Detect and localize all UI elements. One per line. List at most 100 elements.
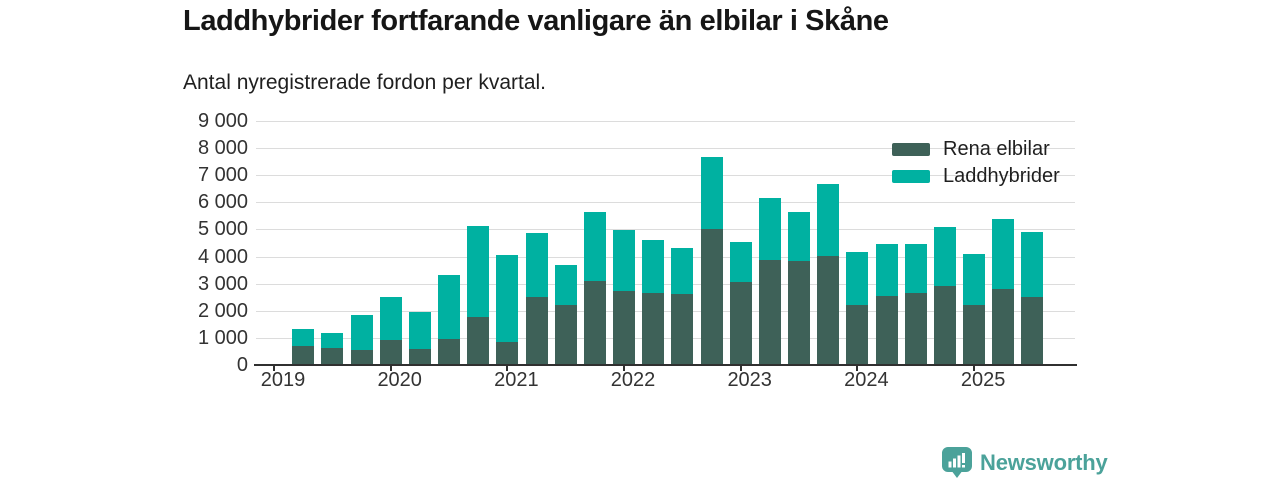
plot-area xyxy=(254,121,1077,371)
gridline xyxy=(256,229,1075,231)
stacked-bar-2023-q4 xyxy=(817,184,840,364)
stacked-bar-2024-q2 xyxy=(875,244,898,364)
y-axis-tick-label: 7 000 xyxy=(197,164,248,187)
bar-segment-laddhybrider xyxy=(350,315,373,350)
gridline xyxy=(256,310,1075,312)
bar-segment-laddhybrider xyxy=(963,254,986,306)
chart-subtitle: Antal nyregistrerade fordon per kvartal. xyxy=(183,71,547,94)
stacked-bar-2021-q1 xyxy=(496,254,519,364)
y-axis-tick-label: 2 000 xyxy=(197,299,248,322)
bar-segment-laddhybrider xyxy=(904,243,927,293)
bar-segment-laddhybrider xyxy=(788,212,811,261)
bar-segment-rena-elbilar xyxy=(1021,297,1044,364)
legend-swatch xyxy=(892,169,930,183)
stacked-bar-2021-q2 xyxy=(525,232,548,364)
bar-segment-rena-elbilar xyxy=(875,296,898,364)
bar-segment-rena-elbilar xyxy=(671,294,694,364)
x-axis-tick xyxy=(973,365,976,371)
bar-segment-laddhybrider xyxy=(583,211,606,282)
bar-segment-laddhybrider xyxy=(438,274,460,339)
bar-segment-rena-elbilar xyxy=(758,259,781,364)
bar-segment-laddhybrider xyxy=(379,296,402,341)
bar-segment-laddhybrider xyxy=(933,227,956,287)
gridline xyxy=(256,283,1075,285)
y-axis-tick-label: 4 000 xyxy=(197,245,248,268)
x-axis-tick xyxy=(856,365,859,371)
bar-segment-rena-elbilar xyxy=(554,305,577,364)
stacked-bar-2019-q3 xyxy=(321,332,344,364)
gridline xyxy=(256,337,1075,339)
x-axis-tick xyxy=(389,365,392,371)
legend-item-laddhybrider: Laddhybrider xyxy=(892,164,1060,187)
stacked-bar-2025-q2 xyxy=(992,218,1015,364)
bar-segment-rena-elbilar xyxy=(992,288,1015,364)
bar-segment-rena-elbilar xyxy=(350,349,373,364)
gridline xyxy=(256,256,1075,258)
bar-segment-rena-elbilar xyxy=(408,349,431,364)
bar-segment-rena-elbilar xyxy=(292,346,315,364)
stacked-bar-2022-q2 xyxy=(642,239,665,364)
legend-label: Rena elbilar xyxy=(943,137,1050,160)
bar-segment-laddhybrider xyxy=(613,229,635,291)
y-axis-tick-label: 6 000 xyxy=(197,191,248,214)
bar-segment-rena-elbilar xyxy=(467,316,490,364)
bar-segment-rena-elbilar xyxy=(496,342,519,364)
bar-segment-rena-elbilar xyxy=(729,282,752,364)
bar-segment-rena-elbilar xyxy=(379,340,402,364)
stacked-bar-2020-q3 xyxy=(438,274,460,364)
bar-segment-laddhybrider xyxy=(642,239,665,293)
bar-segment-rena-elbilar xyxy=(525,297,548,364)
stacked-bar-2025-q3 xyxy=(1021,231,1044,364)
x-axis-tick-label: 2024 xyxy=(844,369,889,391)
stacked-bar-2019-q4 xyxy=(350,315,373,364)
gridline xyxy=(256,202,1075,204)
x-axis-tick xyxy=(739,365,742,371)
newsworthy-wordmark: Newsworthy xyxy=(980,449,1108,475)
stacked-bar-2022-q4 xyxy=(700,157,723,364)
gridline xyxy=(256,148,1075,150)
legend-item-rena-elbilar: Rena elbilar xyxy=(892,137,1050,160)
bar-segment-laddhybrider xyxy=(292,328,315,347)
bar-segment-laddhybrider xyxy=(467,226,490,317)
legend-label: Laddhybrider xyxy=(943,164,1060,187)
stacked-bar-2024-q1 xyxy=(846,251,869,364)
x-axis-tick xyxy=(273,365,275,371)
stacked-bar-2025-q1 xyxy=(963,254,986,364)
stacked-bar-2019-q2 xyxy=(292,328,315,364)
gridline xyxy=(256,121,1075,122)
bar-segment-laddhybrider xyxy=(729,241,752,283)
stacked-bar-2023-q1 xyxy=(729,241,752,364)
bar-segment-laddhybrider xyxy=(817,184,840,257)
stacked-bar-2024-q3 xyxy=(904,243,927,364)
bar-segment-rena-elbilar xyxy=(904,292,927,364)
bar-segment-laddhybrider xyxy=(700,157,723,230)
stacked-bar-2020-q2 xyxy=(408,311,431,364)
bar-segment-rena-elbilar xyxy=(321,348,344,364)
bar-segment-rena-elbilar xyxy=(788,261,811,364)
bar-segment-rena-elbilar xyxy=(846,304,869,364)
bar-segment-laddhybrider xyxy=(321,332,344,348)
y-axis-tick-label: 8 000 xyxy=(197,137,248,160)
x-axis-tick-label: 2025 xyxy=(960,369,1006,391)
bar-segment-rena-elbilar xyxy=(817,256,840,364)
bar-segment-laddhybrider xyxy=(758,198,781,260)
bar-segment-laddhybrider xyxy=(671,248,694,295)
stacked-bar-2020-q4 xyxy=(467,226,490,364)
bar-segment-laddhybrider xyxy=(525,232,548,298)
bar-segment-rena-elbilar xyxy=(583,281,606,364)
bar-segment-rena-elbilar xyxy=(963,305,986,364)
y-axis-tick-label: 1 000 xyxy=(197,326,248,349)
newsworthy-logo: Newsworthy xyxy=(941,446,1108,479)
x-axis-tick-label: 2023 xyxy=(727,369,772,391)
x-axis-tick-label: 2021 xyxy=(494,369,539,391)
legend-swatch xyxy=(892,142,930,156)
y-axis-tick-label: 9 000 xyxy=(197,110,248,132)
x-axis-tick xyxy=(506,365,509,371)
stacked-bar-2023-q3 xyxy=(788,212,811,364)
stacked-bar-2022-q1 xyxy=(613,229,635,364)
bar-segment-laddhybrider xyxy=(496,254,519,343)
x-axis-tick-label: 2022 xyxy=(610,369,656,391)
stacked-bar-2022-q3 xyxy=(671,248,694,364)
x-axis-tick-label: 2020 xyxy=(377,369,422,391)
